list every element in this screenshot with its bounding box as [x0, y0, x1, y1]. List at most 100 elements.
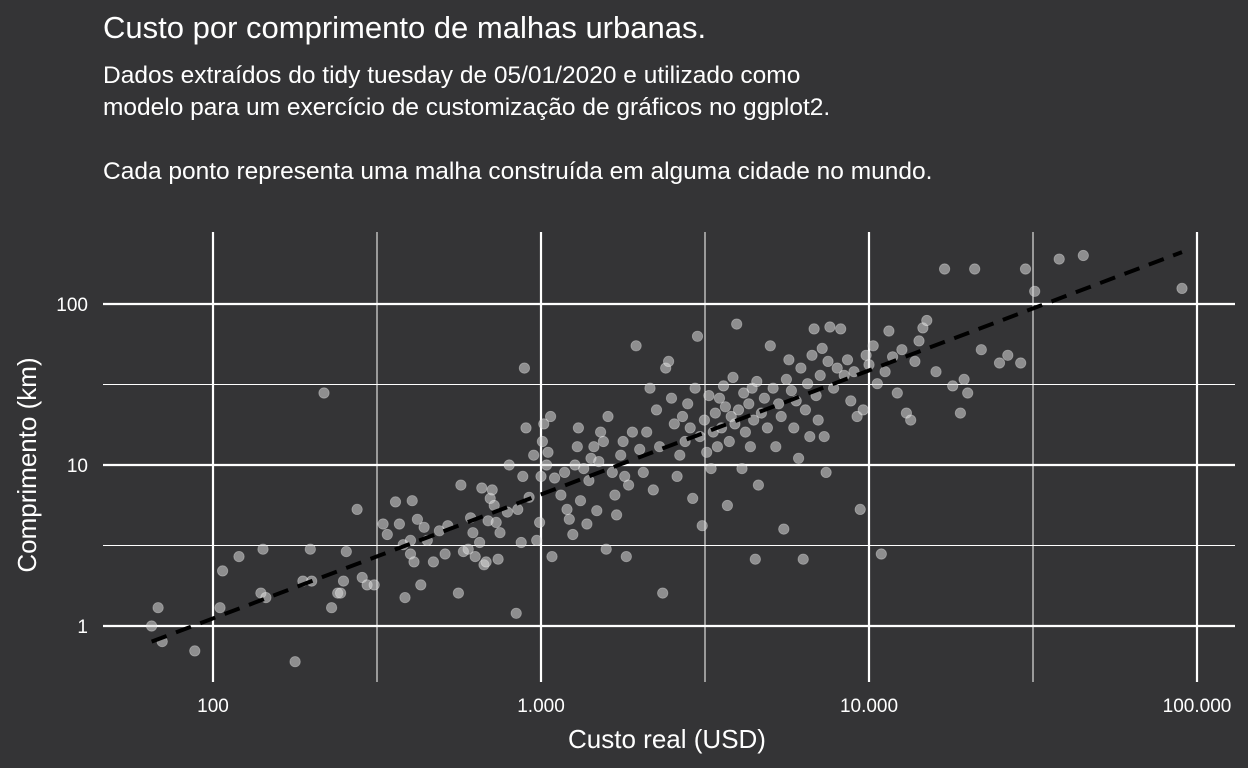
data-point — [1002, 349, 1014, 361]
data-point — [905, 414, 917, 426]
data-point — [975, 344, 987, 356]
data-point — [857, 404, 869, 416]
data-point — [473, 536, 486, 549]
data-point — [822, 355, 834, 367]
y-axis-title: Comprimento (km) — [12, 357, 42, 572]
chart-subtitle: Dados extraídos do tidy tuesday de 05/01… — [103, 60, 932, 188]
data-point — [217, 565, 229, 577]
data-point — [619, 470, 631, 482]
data-point — [772, 398, 785, 410]
data-point — [703, 389, 715, 402]
chart-title: Custo por comprimento de malhas urbanas. — [103, 10, 707, 45]
data-point — [647, 484, 659, 496]
data-point — [962, 387, 974, 399]
data-point — [993, 357, 1006, 369]
data-point — [512, 503, 524, 515]
data-point — [739, 426, 752, 438]
data-point — [812, 414, 824, 426]
data-point — [767, 382, 779, 394]
y-tick-label: 100 — [56, 295, 88, 316]
data-point — [1015, 357, 1027, 369]
data-point — [668, 418, 680, 430]
data-point — [665, 392, 678, 404]
data-point — [637, 466, 649, 478]
data-point — [854, 503, 866, 515]
data-point — [517, 470, 529, 482]
data-point — [408, 556, 420, 568]
data-point — [761, 422, 774, 434]
data-point — [393, 518, 405, 530]
data-point — [909, 355, 921, 367]
y-axis-ticks: 1 10 100 — [56, 295, 88, 638]
data-point — [770, 441, 782, 453]
data-point — [503, 459, 515, 471]
data-point — [189, 645, 201, 657]
data-point — [377, 518, 389, 530]
x-tick-label: 100.000 — [1163, 696, 1232, 717]
data-point — [687, 492, 699, 504]
data-point — [744, 441, 757, 453]
data-point — [896, 344, 908, 356]
data-point — [561, 503, 573, 515]
data-point — [738, 387, 750, 399]
data-point — [325, 602, 338, 614]
data-point — [588, 441, 600, 453]
data-point — [930, 366, 942, 378]
data-point — [455, 479, 467, 491]
data-point — [820, 466, 832, 478]
data-point — [701, 446, 713, 458]
data-point — [518, 362, 531, 374]
data-point — [462, 543, 474, 555]
data-point — [879, 366, 891, 378]
data-point — [581, 518, 593, 530]
data-point — [657, 587, 669, 599]
data-points — [146, 249, 1188, 668]
data-point — [494, 527, 506, 539]
data-point — [641, 426, 653, 438]
data-point — [713, 392, 726, 404]
data-point — [731, 318, 743, 330]
data-point — [399, 591, 411, 604]
data-point — [439, 548, 451, 560]
data-point — [883, 325, 895, 337]
data-point — [764, 340, 776, 352]
data-point — [510, 607, 522, 619]
data-point — [469, 550, 481, 563]
data-point — [563, 513, 575, 525]
data-point — [146, 620, 158, 632]
data-point — [606, 466, 618, 478]
data-point — [698, 414, 711, 426]
subtitle-line-2: modelo para um exercício de customização… — [103, 94, 831, 121]
x-axis-title: Custo real (USD) — [568, 724, 766, 754]
data-point — [597, 435, 610, 448]
data-point — [867, 340, 879, 352]
data-point — [368, 579, 380, 591]
data-point — [418, 521, 430, 533]
data-point — [814, 369, 826, 381]
data-point — [334, 587, 347, 599]
data-point — [152, 602, 164, 614]
data-point — [751, 375, 763, 388]
data-point — [891, 387, 903, 399]
data-point — [602, 410, 614, 423]
data-point — [555, 489, 567, 501]
data-point — [758, 392, 771, 404]
data-point — [788, 422, 800, 434]
data-point — [318, 387, 330, 399]
data-point — [340, 545, 352, 558]
data-point — [662, 355, 675, 367]
data-point — [676, 410, 689, 423]
data-point — [214, 602, 226, 614]
data-point — [634, 443, 646, 455]
data-point — [452, 587, 464, 599]
data-point — [860, 349, 872, 361]
data-point — [1077, 249, 1089, 262]
data-point — [574, 495, 587, 507]
data-point — [536, 435, 549, 448]
data-point — [533, 516, 546, 529]
data-point — [696, 520, 708, 532]
data-point — [356, 571, 368, 584]
data-point — [848, 366, 860, 378]
data-point — [289, 656, 301, 668]
